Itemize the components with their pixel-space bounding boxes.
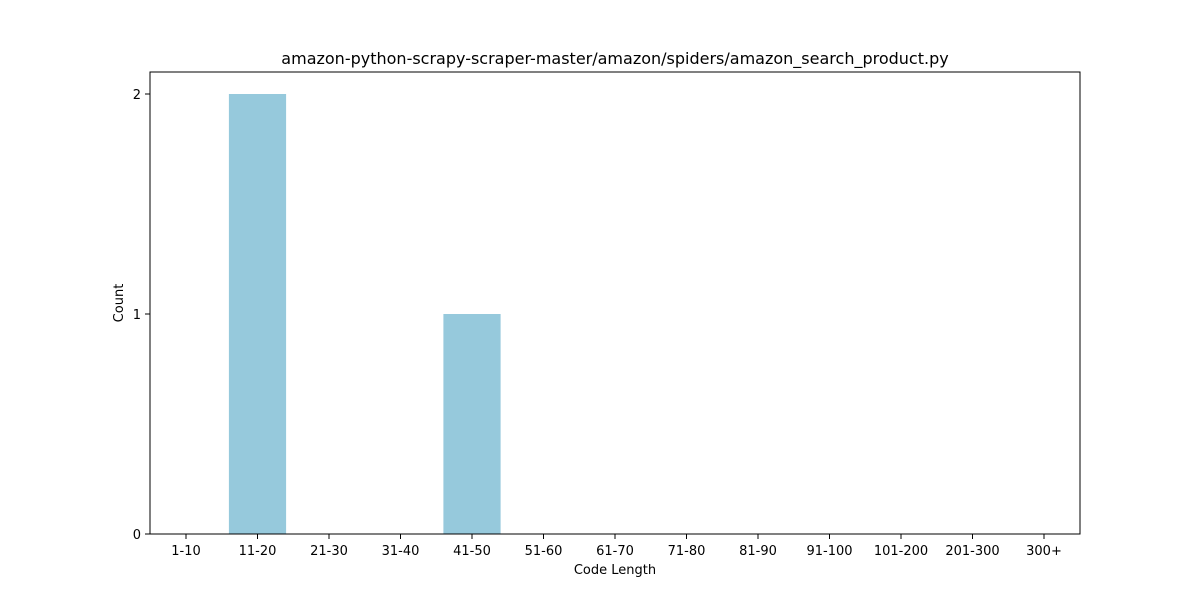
x-tick-label: 1-10 [171,544,201,559]
x-tick-label: 51-60 [525,544,563,559]
plot-frame [149,71,1081,535]
chart-title: amazon-python-scrapy-scraper-master/amaz… [281,49,948,69]
x-tick-label: 201-300 [945,544,999,559]
x-tick-label: 61-70 [596,544,634,559]
x-tick-label: 91-100 [806,544,852,559]
bar-11-20 [228,94,287,534]
x-tick-label: 31-40 [382,544,420,559]
x-axis-ticks: 1-10 11-20 21-30 31-40 41-50 51-60 61-70 71-80 8… [171,534,1062,559]
bar-41-50 [443,314,501,534]
y-axis-ticks: 0 1 2 [133,88,150,543]
x-tick-label: 81-90 [739,544,777,559]
x-tick-label: 41-50 [453,544,491,559]
y-tick-label: 2 [133,88,141,103]
x-tick-label: 71-80 [668,544,706,559]
x-tick-label: 300+ [1026,544,1062,559]
y-tick-label: 0 [133,528,141,543]
bars-group [228,94,501,534]
x-axis-label: Code Length [574,563,656,578]
x-tick-label: 21-30 [310,544,348,559]
y-axis-label: Count [112,284,127,323]
x-tick-label: 101-200 [874,544,928,559]
x-tick-label: 11-20 [239,544,277,559]
y-tick-label: 1 [133,308,141,323]
